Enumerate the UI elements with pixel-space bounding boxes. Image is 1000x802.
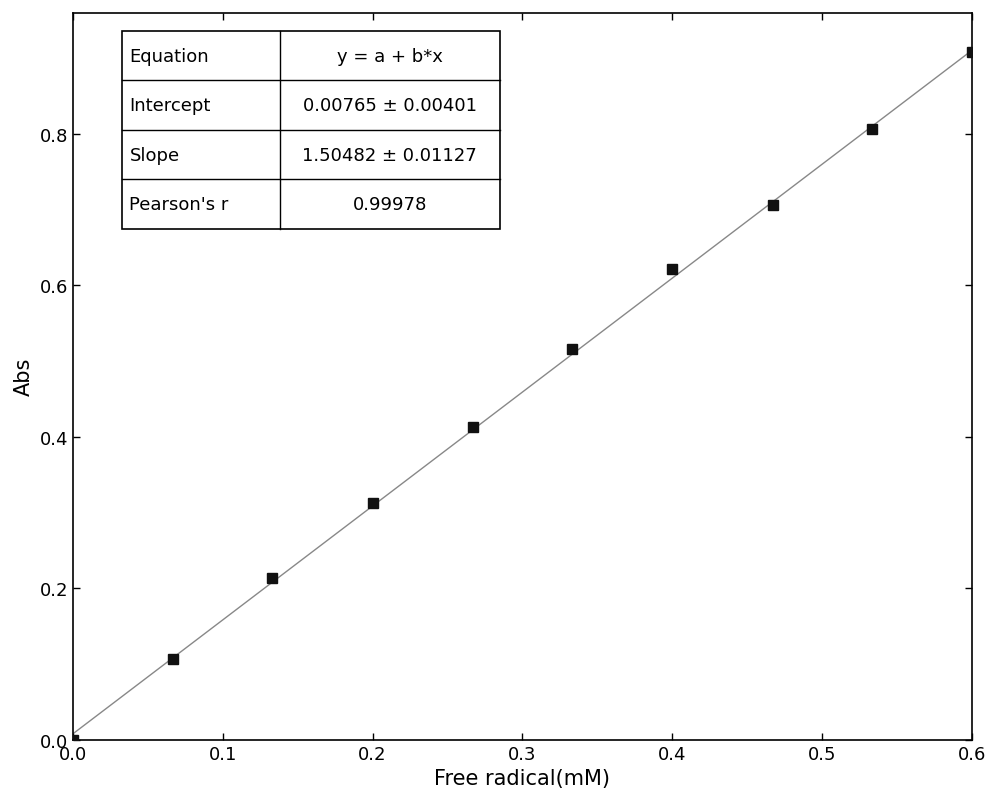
Text: 0.99978: 0.99978 bbox=[353, 196, 427, 214]
Text: Slope: Slope bbox=[129, 147, 180, 164]
Text: Pearson's r: Pearson's r bbox=[129, 196, 229, 214]
Text: Equation: Equation bbox=[129, 47, 209, 66]
Text: Intercept: Intercept bbox=[129, 97, 211, 115]
Text: y = a + b*x: y = a + b*x bbox=[337, 47, 443, 66]
X-axis label: Free radical(mM): Free radical(mM) bbox=[434, 768, 610, 788]
Text: 0.00765 ± 0.00401: 0.00765 ± 0.00401 bbox=[303, 97, 477, 115]
Y-axis label: Abs: Abs bbox=[14, 358, 34, 396]
Bar bbox=[122, 32, 500, 229]
Text: 1.50482 ± 0.01127: 1.50482 ± 0.01127 bbox=[302, 147, 477, 164]
